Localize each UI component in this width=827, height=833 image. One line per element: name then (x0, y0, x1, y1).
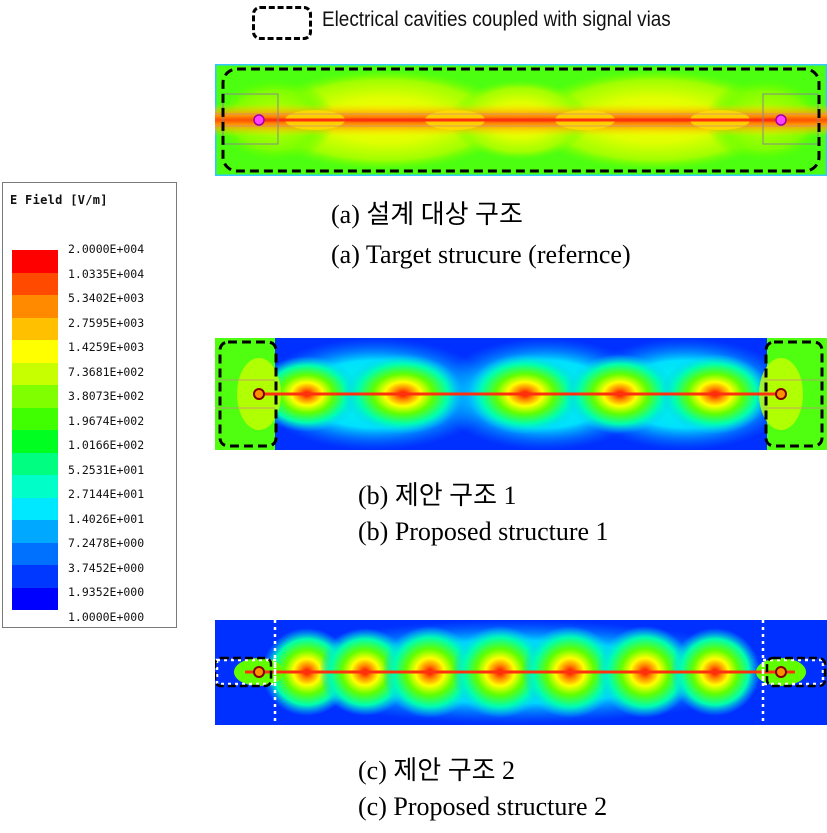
legend-value: 1.0335E+004 (68, 266, 145, 281)
panel-a-caption-en: (a) Target strucure (refernce) (331, 240, 631, 269)
legend-value: 3.7452E+000 (68, 560, 145, 575)
legend-value: 3.8073E+002 (68, 389, 145, 403)
panel-a-field-plot (215, 64, 827, 176)
legend-value: 7.2478E+000 (68, 536, 145, 550)
legend-swatch (12, 340, 58, 363)
cavity-key-swatch (252, 6, 312, 40)
legend-swatch (12, 362, 58, 385)
legend-value: 5.2531E+001 (68, 462, 145, 477)
legend-swatch (12, 475, 58, 498)
legend-swatch (12, 452, 58, 475)
legend-swatch (12, 272, 58, 295)
panel-b-caption-ko: (b) 제안 구조 1 (358, 481, 517, 510)
panel-a-caption-ko: (a) 설계 대상 구조 (331, 200, 523, 229)
legend-value: 7.3681E+002 (68, 364, 145, 379)
legend-value: 1.9674E+002 (68, 413, 145, 428)
panel-b-field-plot (215, 338, 827, 450)
legend-swatch (12, 317, 58, 340)
legend-color-scale (12, 250, 58, 610)
legend-value: 1.0166E+002 (68, 438, 145, 452)
legend-value: 1.9352E+000 (68, 585, 145, 599)
legend-title: E Field [V/m] (10, 193, 108, 207)
legend-value: 2.7595E+003 (68, 315, 145, 330)
legend-value: 1.4259E+003 (68, 340, 145, 354)
panel-b-caption-en: (b) Proposed structure 1 (358, 517, 609, 546)
legend-value: 5.3402E+003 (68, 291, 145, 305)
legend-value: 2.7144E+001 (68, 487, 145, 501)
legend-swatch (12, 385, 58, 408)
panel-c-caption-ko: (c) 제안 구조 2 (358, 756, 516, 785)
legend-swatch (12, 587, 58, 610)
legend-swatch (12, 430, 58, 453)
legend-swatch (12, 565, 58, 588)
legend-value: 1.0000E+000 (68, 609, 145, 624)
panel-c-caption-en: (c) Proposed structure 2 (358, 792, 608, 821)
panel-c-field-plot (215, 620, 827, 725)
legend-swatch (12, 295, 58, 318)
legend-swatch (12, 407, 58, 430)
legend-value: 1.4026E+001 (68, 511, 145, 526)
cavity-key-label: Electrical cavities coupled with signal … (322, 8, 671, 31)
legend-value: 2.0000E+004 (68, 242, 145, 256)
legend-swatch (12, 520, 58, 543)
legend-swatch (12, 497, 58, 520)
legend-swatch (12, 250, 58, 273)
legend-swatch (12, 542, 58, 565)
